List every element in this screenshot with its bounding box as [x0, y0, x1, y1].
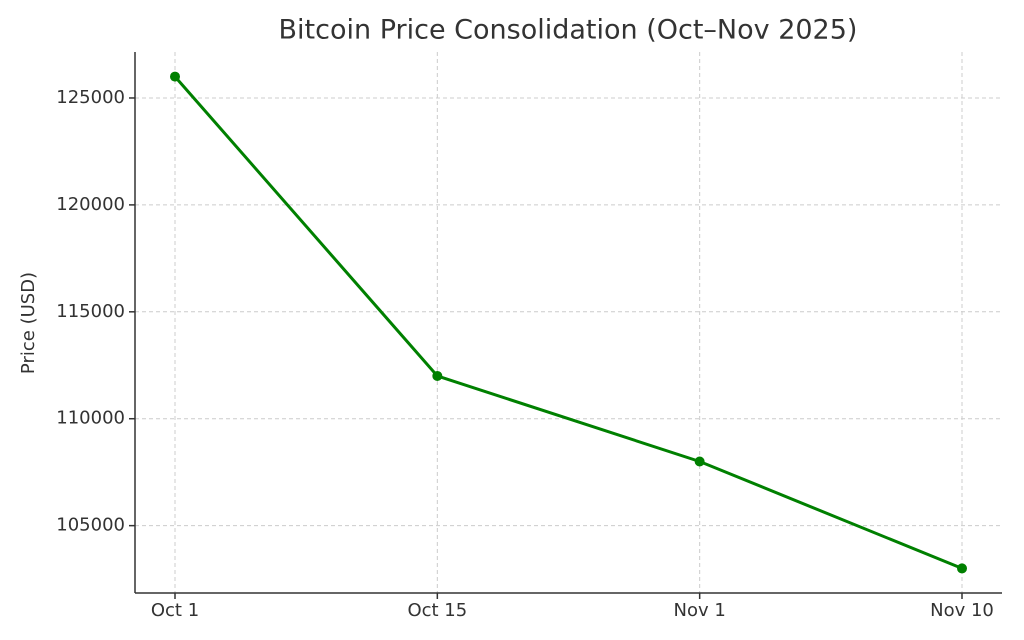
x-tick-label: Oct 15 [407, 600, 467, 621]
y-axis-label: Price (USD) [18, 272, 39, 374]
x-tick-label: Nov 1 [674, 600, 726, 621]
point [170, 71, 180, 82]
x-tick-label: Nov 10 [930, 600, 994, 621]
y-tick-label: 105000 [56, 515, 125, 536]
chart-title: Bitcoin Price Consolidation (Oct–Nov 202… [279, 15, 858, 46]
y-tick-label: 120000 [56, 194, 125, 215]
point [432, 370, 443, 381]
line [173, 75, 963, 570]
point [694, 456, 705, 467]
y-tick-label: 115000 [56, 301, 125, 322]
y-tick-label: 125000 [56, 87, 125, 108]
point [957, 563, 967, 574]
x-tick-label: Oct 1 [151, 600, 199, 621]
y-tick-label: 110000 [56, 408, 125, 429]
